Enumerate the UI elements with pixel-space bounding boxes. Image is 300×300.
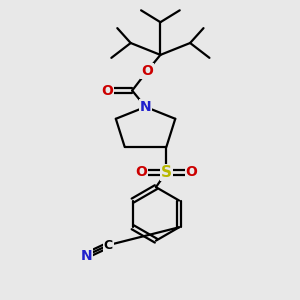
Text: O: O — [101, 84, 113, 98]
Text: S: S — [161, 165, 172, 180]
Text: O: O — [135, 165, 147, 179]
Text: N: N — [140, 100, 152, 114]
Text: C: C — [104, 238, 113, 252]
Text: O: O — [186, 165, 197, 179]
Text: N: N — [80, 248, 92, 262]
Text: O: O — [141, 64, 153, 78]
